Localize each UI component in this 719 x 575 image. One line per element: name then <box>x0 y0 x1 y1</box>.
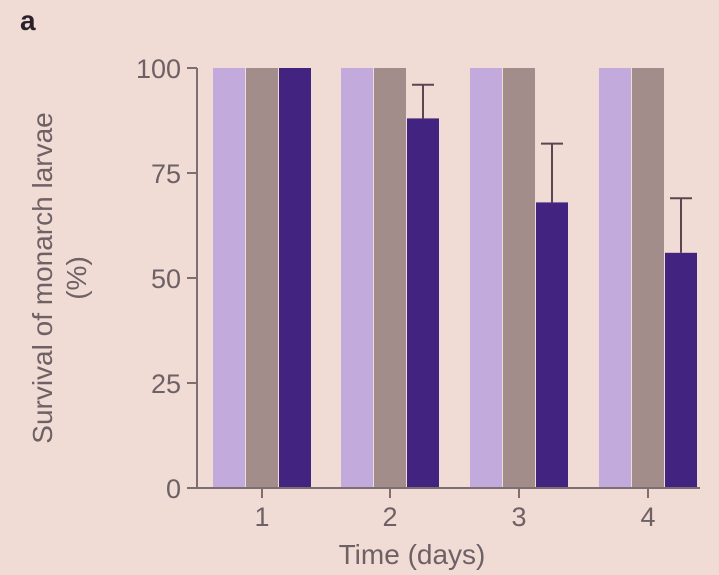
y-tick-label-25: 25 <box>151 369 181 399</box>
bar-series-3-day-2 <box>407 118 439 489</box>
y-axis-title-text: Survival of monarch larvae <box>27 112 58 443</box>
x-tick-label-2: 2 <box>382 502 397 532</box>
error-bars-layer <box>412 83 692 253</box>
x-tick-label-3: 3 <box>511 502 526 532</box>
x-tick-label-4: 4 <box>640 502 655 532</box>
bars-layer <box>213 68 697 489</box>
x-ticks: 1 2 3 4 <box>254 488 656 532</box>
bar-series-2-day-2 <box>374 68 406 488</box>
x-axis-title: Time (days) <box>339 539 486 570</box>
x-tick-label-1: 1 <box>254 502 269 532</box>
panel-label: a <box>20 5 36 36</box>
bar-series-1-day-3 <box>470 68 502 488</box>
bar-series-1-day-4 <box>599 68 631 488</box>
bar-series-2-day-4 <box>632 68 664 488</box>
y-tick-label-50: 50 <box>151 264 181 294</box>
bar-series-3-day-4 <box>665 252 697 488</box>
bar-series-2-day-1 <box>246 68 278 488</box>
bar-series-2-day-3 <box>503 68 535 488</box>
bar-series-1-day-1 <box>213 68 245 488</box>
y-tick-label-100: 100 <box>136 54 181 84</box>
bar-series-3-day-3 <box>536 202 568 488</box>
bar-series-1-day-2 <box>341 68 373 488</box>
y-ticks: 0 25 50 75 100 <box>136 54 197 504</box>
y-tick-label-0: 0 <box>166 474 181 504</box>
y-axis-unit: (%) <box>61 256 92 300</box>
bar-series-3-day-1 <box>279 68 311 488</box>
y-tick-label-75: 75 <box>151 159 181 189</box>
y-axis-title: Survival of monarch larvae (%) <box>27 112 92 443</box>
